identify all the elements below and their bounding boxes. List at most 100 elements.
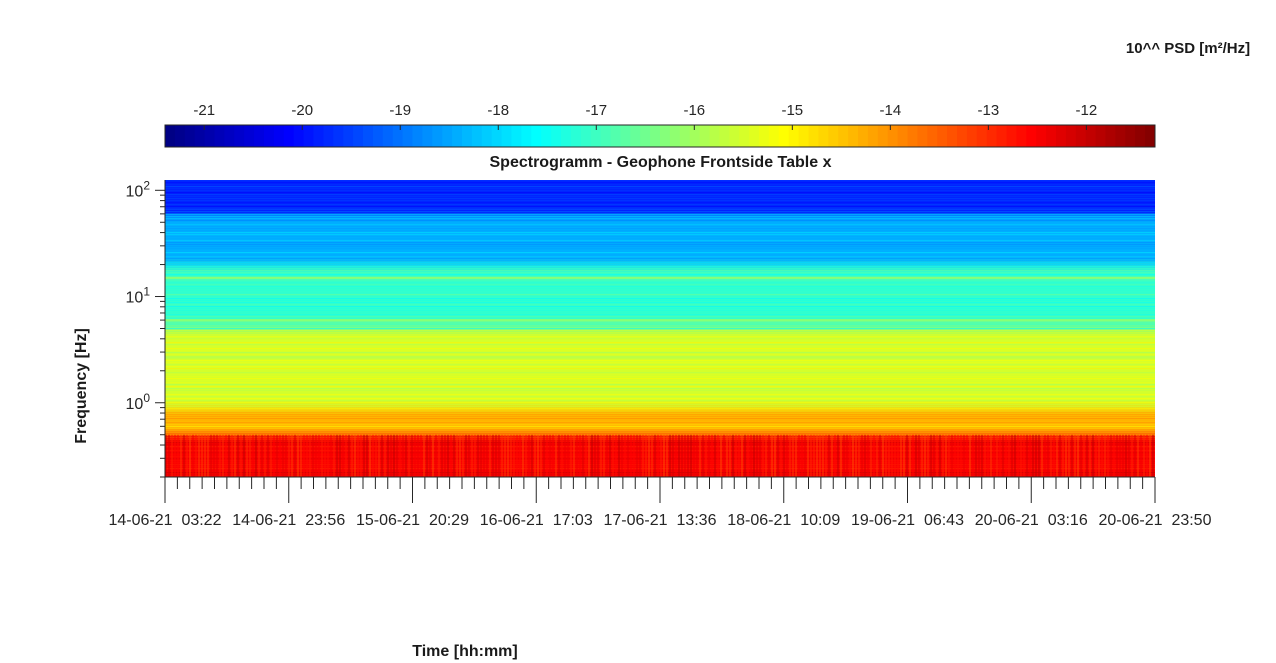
colorbar-segment [264,125,275,147]
heatmap-streak [1002,434,1004,477]
heatmap-streak [693,434,695,477]
heatmap-streak [198,434,200,477]
colorbar-segment [422,125,433,147]
heatmap-streak [1086,434,1088,477]
colorbar-segment [254,125,265,147]
colorbar-segment [244,125,255,147]
heatmap-streak [1098,434,1100,477]
colorbar-segment [1095,125,1106,147]
heatmap-texture-line [165,358,1155,360]
heatmap-streak [363,434,365,477]
heatmap-streak [870,434,872,477]
colorbar-segment [402,125,413,147]
heatmap-streak [249,434,251,477]
heatmap-streak [303,434,305,477]
heatmap-texture-line [165,332,1155,334]
colorbar-segment [858,125,869,147]
heatmap-streak [549,434,551,477]
colorbar-segment [907,125,918,147]
colorbar-segment [204,125,215,147]
heatmap-streak [258,434,260,477]
heatmap-streak [996,434,998,477]
heatmap-streak [678,434,680,477]
colorbar-segment [957,125,968,147]
heatmap-streak [441,434,443,477]
heatmap-texture-line [165,370,1155,372]
heatmap-streak [648,434,650,477]
colorbar-segment [1115,125,1126,147]
heatmap-texture-line [165,384,1155,386]
heatmap-streak [1119,434,1121,477]
heatmap-streak [582,434,584,477]
heatmap-streak [567,434,569,477]
colorbar-segment [570,125,582,147]
heatmap-streak [417,434,419,477]
heatmap-texture-line [165,402,1155,404]
heatmap-streak [279,434,281,477]
heatmap-streak [483,434,485,477]
heatmap-streak [225,434,227,477]
heatmap-streak [312,434,314,477]
colorbar-tick-label: -15 [781,102,803,119]
heatmap-streak [636,434,638,477]
heatmap-texture-line [165,324,1155,326]
heatmap-streak [357,434,359,477]
heatmap-streak [684,434,686,477]
heatmap-texture-line [165,298,1155,300]
heatmap-streak [939,434,941,477]
heatmap-streak [909,434,911,477]
heatmap-streak [579,434,581,477]
heatmap-streak [657,434,659,477]
heatmap-streak [228,434,230,477]
heatmap-streak [966,434,968,477]
heatmap-texture-line [165,260,1155,262]
heatmap-streak [1131,434,1133,477]
heatmap-texture-line [165,210,1155,212]
heatmap-streak [309,434,311,477]
heatmap-streak [564,434,566,477]
heatmap-streak [867,434,869,477]
colorbar-tick-label: -14 [880,102,902,119]
heatmap-texture-line [165,240,1155,242]
heatmap-streak [552,434,554,477]
colorbar-segment [917,125,928,147]
heatmap-streak [852,434,854,477]
colorbar-segment [788,125,800,147]
colorbar-segment [511,125,522,147]
heatmap-streak [624,434,626,477]
heatmap-streak [1107,434,1109,477]
heatmap-streak [366,434,368,477]
heatmap-streak [942,434,944,477]
heatmap-streak [810,434,812,477]
heatmap-streak [465,434,467,477]
heatmap-streak [858,434,860,477]
heatmap-streak [630,434,632,477]
heatmap-streak [705,434,707,477]
colorbar-segment [640,125,651,147]
heatmap-streak [666,434,668,477]
heatmap-streak [498,434,500,477]
heatmap-streak [561,434,563,477]
heatmap-streak [660,434,662,477]
heatmap-streak [459,434,461,477]
heatmap-streak [204,434,206,477]
colorbar-segment [877,125,889,147]
colorbar-segment [947,125,958,147]
heatmap-streak [936,434,938,477]
heatmap-texture-line [165,418,1155,420]
heatmap-streak [348,434,350,477]
heatmap-streak [372,434,374,477]
x-tick-label: 19-06-21 06:43 [851,512,964,529]
heatmap-texture-line [165,252,1155,254]
colorbar-segment [551,125,562,147]
x-axis: 14-06-21 03:22 14-06-21 23:56 15-06-21 20:… [109,476,1212,529]
heatmap-streak [378,434,380,477]
colorbar-segment [650,125,661,147]
heatmap-streak [1101,434,1103,477]
heatmap-texture-line [165,266,1155,268]
heatmap-streak [891,434,893,477]
heatmap-streak [570,434,572,477]
colorbar-segment [1065,125,1077,147]
heatmap-streak [513,434,515,477]
heatmap-streak [1080,434,1082,477]
